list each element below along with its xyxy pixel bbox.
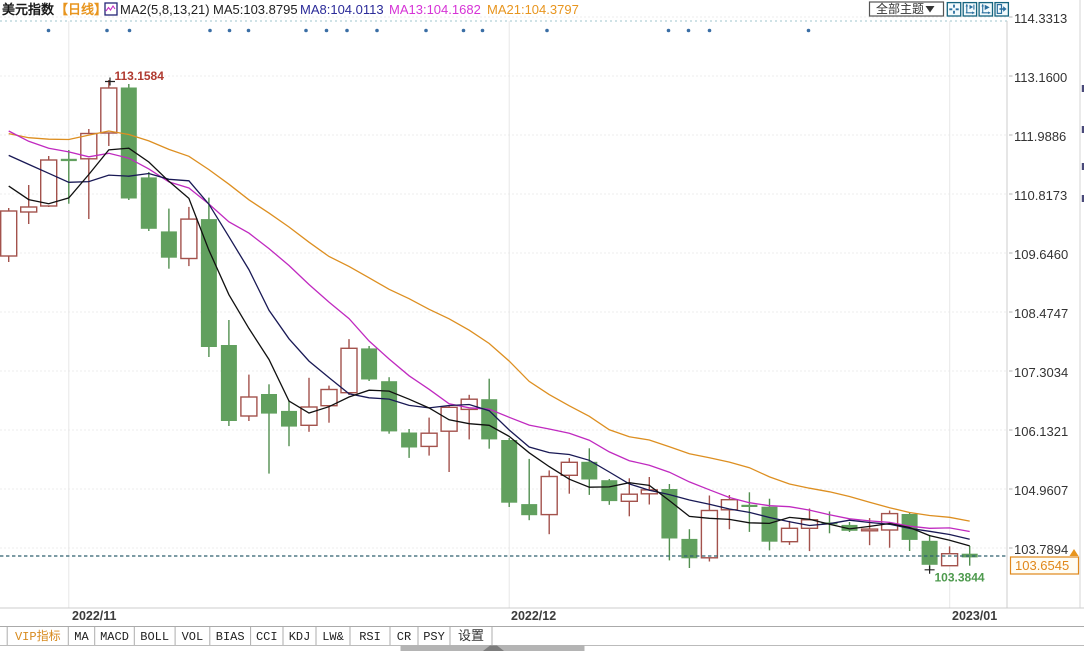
svg-text:109.6460: 109.6460 [1014, 247, 1068, 262]
svg-text:2022/11: 2022/11 [72, 609, 117, 623]
svg-text:MA8:104.0113: MA8:104.0113 [300, 2, 384, 17]
svg-text:BIAS: BIAS [216, 630, 245, 644]
svg-text:110.8173: 110.8173 [1014, 188, 1067, 203]
svg-text:MA2(5,8,13,21): MA2(5,8,13,21) [120, 2, 210, 17]
svg-text:113.1584: 113.1584 [115, 69, 165, 83]
svg-text:MA: MA [74, 630, 89, 644]
svg-text:CCI: CCI [256, 630, 278, 644]
svg-text:MACD: MACD [100, 630, 129, 644]
svg-text:114.3313: 114.3313 [1014, 11, 1067, 26]
svg-text:2023/01: 2023/01 [952, 609, 997, 623]
svg-text:103.7894: 103.7894 [1014, 542, 1068, 557]
svg-text:CR: CR [397, 630, 411, 644]
svg-text:美元指数: 美元指数 [2, 2, 55, 17]
svg-text:103.3844: 103.3844 [935, 571, 985, 585]
svg-text:108.4747: 108.4747 [1014, 306, 1068, 321]
svg-text:103.6545: 103.6545 [1015, 558, 1069, 573]
svg-text:PSY: PSY [423, 630, 445, 644]
svg-text:MA13:104.1682: MA13:104.1682 [389, 2, 481, 17]
svg-text:2022/12: 2022/12 [511, 609, 556, 623]
svg-text:MA21:104.3797: MA21:104.3797 [487, 2, 579, 17]
svg-text:111.9886: 111.9886 [1014, 129, 1066, 144]
svg-text:设置: 设置 [458, 628, 484, 643]
svg-text:BOLL: BOLL [140, 630, 169, 644]
svg-text:全部主题: 全部主题 [876, 1, 924, 16]
svg-text:104.9607: 104.9607 [1014, 483, 1068, 498]
svg-text:VIP指标: VIP指标 [15, 628, 61, 644]
svg-text:107.3034: 107.3034 [1014, 365, 1068, 380]
svg-text:113.1600: 113.1600 [1014, 70, 1067, 85]
svg-text:KDJ: KDJ [289, 630, 311, 644]
svg-text:VOL: VOL [182, 630, 204, 644]
svg-text:LW&: LW& [322, 630, 344, 644]
svg-text:【日线】: 【日线】 [55, 2, 107, 17]
svg-text:RSI: RSI [359, 630, 381, 644]
svg-text:MA5:103.8795: MA5:103.8795 [213, 2, 298, 17]
svg-text:106.1321: 106.1321 [1014, 424, 1068, 439]
